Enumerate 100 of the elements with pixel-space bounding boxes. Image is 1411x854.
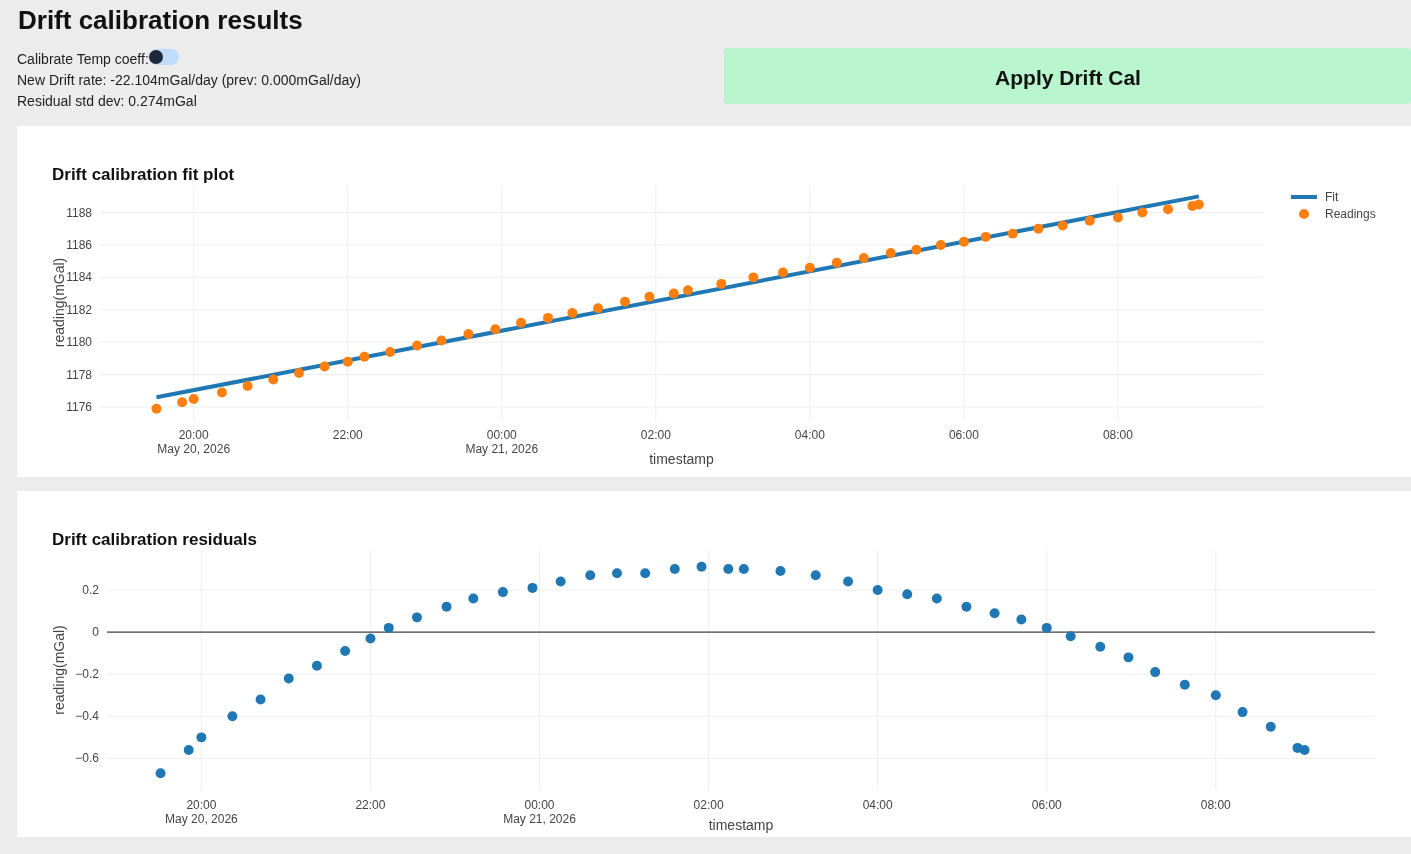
y-tick-label: −0.6 (75, 751, 100, 766)
point (1237, 707, 1248, 718)
point (177, 397, 188, 408)
point (1137, 207, 1148, 218)
y-axis-title: reading(mGal) (51, 625, 67, 715)
text: Apply Drift Cal (995, 66, 1141, 89)
point (293, 368, 304, 378)
y-tick-label: 0.2 (82, 583, 100, 597)
point (385, 346, 396, 357)
point (696, 561, 707, 572)
x-tick-label: 22:00 (332, 428, 364, 442)
point (738, 563, 749, 574)
point (188, 393, 199, 404)
point (1016, 614, 1027, 625)
point (585, 570, 596, 581)
point (1123, 652, 1134, 663)
point (227, 711, 238, 722)
point (319, 361, 330, 372)
point (1150, 667, 1161, 678)
point (268, 374, 279, 385)
x-tick-label: 06:00 (948, 428, 980, 442)
y-tick-label: 1176 (66, 400, 93, 415)
point (668, 288, 679, 299)
y-axis-title: reading(mGal) (51, 257, 67, 348)
point (151, 403, 162, 414)
point (516, 317, 527, 328)
point (1007, 228, 1018, 239)
point (775, 566, 786, 577)
y-tick-label: 1188 (66, 205, 93, 220)
point (885, 248, 896, 259)
point (255, 694, 266, 705)
point (490, 324, 501, 335)
point (527, 582, 538, 593)
point (716, 278, 727, 289)
point (669, 563, 680, 574)
point (612, 568, 622, 579)
point (935, 239, 946, 250)
x-tick-label: 04:00 (794, 428, 826, 442)
point (958, 236, 969, 247)
y-tick-label: −0.4 (75, 709, 100, 724)
point (463, 329, 474, 340)
point (902, 589, 913, 600)
point (1041, 622, 1052, 633)
point (1265, 721, 1276, 732)
point (567, 308, 578, 319)
x-axis-title: timestamp (708, 817, 774, 833)
legend-label: Readings (1325, 207, 1376, 221)
point (555, 576, 566, 587)
x-tick-label: 06:00 (1031, 798, 1063, 812)
x-tick-label: 00:00 May 21, 2026 (503, 798, 577, 826)
point (620, 296, 630, 307)
point (1057, 220, 1068, 231)
point (311, 660, 322, 671)
point (497, 587, 508, 598)
point (804, 262, 815, 273)
x-tick-label: 08:00 (1200, 798, 1232, 812)
point (340, 646, 351, 657)
point (858, 252, 869, 263)
point (183, 745, 194, 755)
x-tick-label: 04:00 (862, 798, 893, 812)
x-tick-label: 02:00 (640, 428, 672, 442)
y-tick-label: 1186 (66, 237, 93, 252)
point (196, 732, 207, 743)
point (441, 601, 452, 612)
point (980, 231, 991, 242)
point (810, 570, 821, 581)
point (777, 267, 788, 278)
point (411, 612, 422, 623)
point (1095, 641, 1106, 652)
point (1065, 631, 1076, 642)
y-tick-label: 1184 (66, 270, 93, 285)
point (1210, 690, 1221, 701)
point (748, 272, 759, 283)
point (1033, 223, 1044, 234)
legend-label: Fit (1325, 190, 1339, 204)
x-tick-label: 00:00 May 21, 2026 (465, 428, 539, 456)
x-tick-label: 22:00 (355, 798, 386, 812)
point (242, 380, 253, 391)
text: Drift calibration results (18, 5, 303, 35)
point (1193, 199, 1204, 210)
y-tick-label: 0 (92, 625, 100, 640)
y-tick-label: 1182 (66, 302, 93, 317)
chart-title: Drift calibration residuals (52, 530, 257, 549)
point (1084, 215, 1095, 226)
point (155, 768, 166, 779)
point (640, 568, 651, 579)
y-tick-label: 1180 (66, 335, 93, 350)
point (843, 576, 854, 587)
y-tick-label: 1178 (66, 367, 93, 382)
point (682, 285, 693, 296)
y-tick-label: −0.2 (75, 667, 100, 682)
point (961, 601, 972, 612)
point (593, 303, 604, 314)
point (359, 351, 370, 362)
point (412, 340, 423, 351)
x-tick-label: 02:00 (693, 798, 724, 812)
point (383, 622, 394, 633)
point (543, 312, 553, 323)
point (1299, 745, 1310, 755)
point (1112, 212, 1123, 223)
